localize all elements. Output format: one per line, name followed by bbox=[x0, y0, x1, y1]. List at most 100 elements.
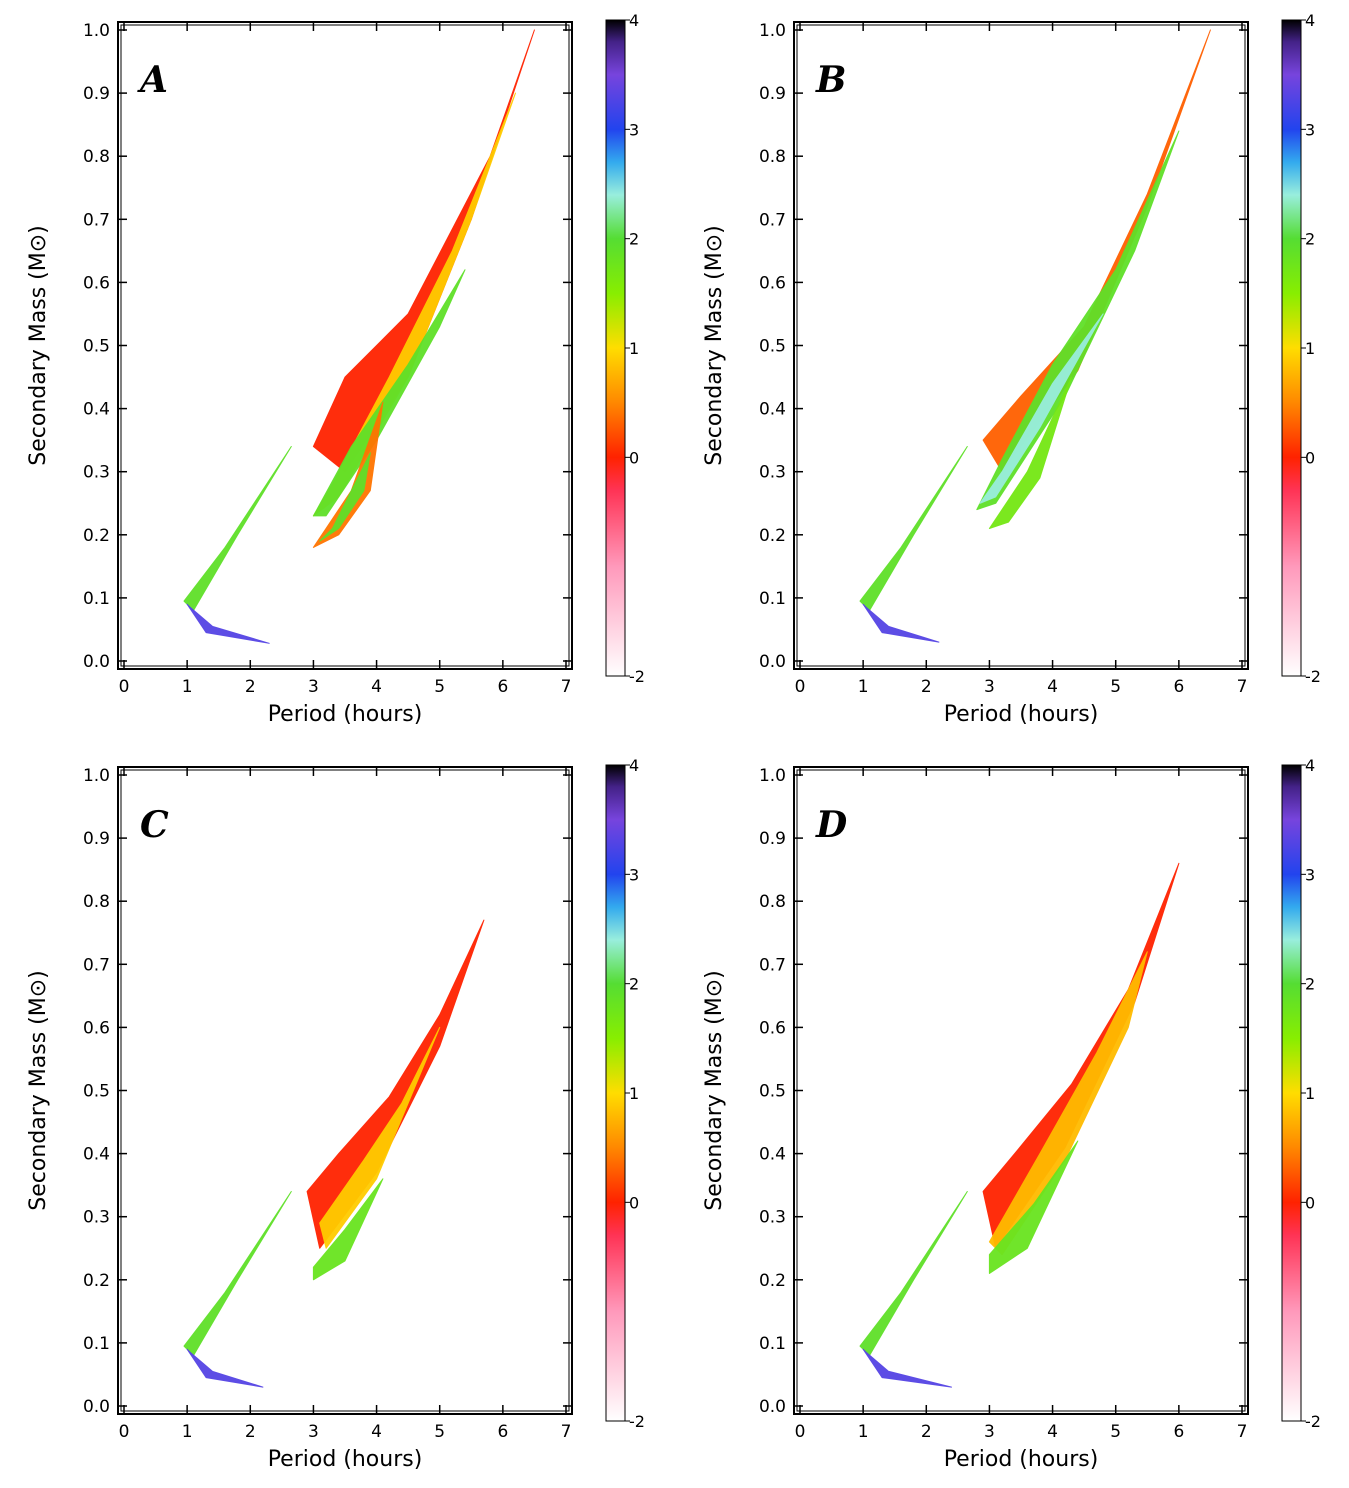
density-band-short-period-tail bbox=[186, 603, 270, 644]
y-tick-label: 0.8 bbox=[759, 892, 786, 912]
plot-frame bbox=[117, 766, 573, 1415]
y-tick-label: 0.4 bbox=[759, 400, 786, 420]
x-tick-label: 5 bbox=[1110, 677, 1121, 697]
colorbar-tick-label: 1 bbox=[629, 339, 639, 358]
x-tick-label: 3 bbox=[308, 677, 319, 697]
panel-d: 0 1 2 3 4 5 6 7 0.0 0.1 0.2 0.3 0.4 0.5 0.6 0.7 0.8 0.9 1.… bbox=[702, 756, 1321, 1472]
x-tick-label: 2 bbox=[921, 677, 932, 697]
x-tick-label: 4 bbox=[1047, 1422, 1058, 1442]
colorbar-tick-label: 0 bbox=[1305, 1193, 1315, 1212]
density-band-main-upper-envelope bbox=[306, 919, 485, 1249]
y-tick-label: 0.1 bbox=[759, 589, 786, 609]
x-tick-label: 6 bbox=[497, 677, 508, 697]
y-tick-label: 0.9 bbox=[759, 84, 786, 104]
x-tick-label: 0 bbox=[795, 1422, 806, 1442]
y-tick-label: 1.0 bbox=[759, 766, 786, 786]
y-tick-label: 0.4 bbox=[759, 1145, 786, 1165]
y-tick-label: 0.0 bbox=[759, 652, 786, 672]
x-tick-label: 7 bbox=[561, 1422, 572, 1442]
y-tick-label: 0.5 bbox=[83, 1082, 110, 1102]
panel-letter: D bbox=[815, 804, 847, 846]
x-tick-label: 3 bbox=[308, 1422, 319, 1442]
density-band-main-lower-core bbox=[319, 452, 371, 542]
y-tick-label: 0.8 bbox=[83, 147, 110, 167]
x-tick-label: 2 bbox=[921, 1422, 932, 1442]
colorbar bbox=[605, 764, 626, 1422]
y-tick-label: 0.2 bbox=[83, 1271, 110, 1291]
y-tick-label: 1.0 bbox=[83, 766, 110, 786]
x-tick-label: 7 bbox=[1237, 1422, 1248, 1442]
density-band-short-period-tail bbox=[862, 1348, 952, 1388]
colorbar bbox=[1281, 19, 1302, 677]
colorbar-tick-label: 4 bbox=[629, 11, 639, 30]
x-tick-label: 1 bbox=[182, 1422, 193, 1442]
x-tick-label: 6 bbox=[1173, 677, 1184, 697]
x-tick-label: 5 bbox=[1110, 1422, 1121, 1442]
x-tick-label: 1 bbox=[858, 677, 869, 697]
panel-b: 0 1 2 3 4 5 6 7 0.0 0.1 0.2 0.3 0.4 0.5 0.6 0.7 0.8 0.9 1.… bbox=[702, 11, 1321, 727]
y-tick-label: 0.5 bbox=[759, 1082, 786, 1102]
panel-c: 0 1 2 3 4 5 6 7 0.0 0.1 0.2 0.3 0.4 0.5 0.6 0.7 0.8 0.9 1.… bbox=[26, 756, 645, 1472]
x-tick-label: 6 bbox=[1173, 1422, 1184, 1442]
colorbar-tick-label: 4 bbox=[1305, 11, 1315, 30]
panel-letter: A bbox=[137, 59, 168, 101]
density-band-main-core bbox=[988, 1140, 1079, 1274]
y-tick-label: 0.0 bbox=[83, 652, 110, 672]
y-tick-label: 0.7 bbox=[759, 955, 786, 975]
colorbar-tick-label: 0 bbox=[629, 448, 639, 467]
density-band-main-lower-arm bbox=[312, 401, 384, 548]
x-axis-label: Period (hours) bbox=[268, 702, 423, 727]
y-axis-label: Secondary Mass (M⊙) bbox=[26, 225, 51, 465]
colorbar-tick-label: 3 bbox=[1305, 865, 1315, 884]
y-tick-label: 0.5 bbox=[759, 337, 786, 357]
colorbar-tick-label: 2 bbox=[629, 230, 639, 249]
y-tick-label: 0.0 bbox=[83, 1397, 110, 1417]
density-band-main-inner-band bbox=[319, 1026, 441, 1249]
x-tick-label: 7 bbox=[1237, 677, 1248, 697]
y-tick-label: 0.8 bbox=[83, 892, 110, 912]
density-band-short-period-tail bbox=[186, 1348, 264, 1388]
x-tick-label: 3 bbox=[984, 677, 995, 697]
colorbar-tick-label: 2 bbox=[1305, 230, 1315, 249]
x-tick-label: 2 bbox=[245, 677, 256, 697]
y-tick-label: 0.6 bbox=[83, 1018, 110, 1038]
y-tick-label: 0.9 bbox=[83, 84, 110, 104]
y-tick-label: 0.4 bbox=[83, 400, 110, 420]
colorbar-tick-label: 0 bbox=[1305, 448, 1315, 467]
colorbar-tick-label: -2 bbox=[1305, 667, 1321, 686]
panel-letter: B bbox=[815, 59, 846, 101]
y-tick-label: 0.6 bbox=[83, 273, 110, 293]
y-tick-label: 0.2 bbox=[759, 526, 786, 546]
y-tick-label: 0.2 bbox=[759, 1271, 786, 1291]
x-axis-label: Period (hours) bbox=[944, 702, 1099, 727]
x-tick-label: 7 bbox=[561, 677, 572, 697]
y-tick-label: 0.0 bbox=[759, 1397, 786, 1417]
colorbar-tick-label: 2 bbox=[1305, 975, 1315, 994]
y-tick-label: 0.7 bbox=[83, 210, 110, 230]
x-tick-label: 0 bbox=[795, 677, 806, 697]
density-band-main-lower-arm bbox=[988, 376, 1072, 529]
y-tick-label: 0.5 bbox=[83, 337, 110, 357]
colorbar-tick-label: -2 bbox=[629, 667, 645, 686]
y-tick-label: 0.6 bbox=[759, 1018, 786, 1038]
density-band-main-core bbox=[312, 1178, 384, 1281]
y-tick-label: 0.3 bbox=[759, 463, 786, 483]
plot-frame bbox=[117, 21, 573, 670]
y-tick-label: 0.1 bbox=[83, 589, 110, 609]
y-tick-label: 0.3 bbox=[759, 1208, 786, 1228]
y-tick-label: 0.8 bbox=[759, 147, 786, 167]
density-band-short-period-tail bbox=[862, 603, 940, 643]
panel-letter: C bbox=[140, 804, 169, 846]
plot-frame bbox=[793, 766, 1249, 1415]
colorbar-tick-label: 3 bbox=[629, 865, 639, 884]
density-band-main-core bbox=[979, 313, 1104, 504]
x-tick-label: 5 bbox=[434, 677, 445, 697]
y-tick-label: 0.9 bbox=[83, 829, 110, 849]
y-axis-label: Secondary Mass (M⊙) bbox=[702, 970, 727, 1210]
plot-frame bbox=[793, 21, 1249, 670]
panel-a: 0 1 2 3 4 5 6 7 0.0 0.1 0.2 0.3 0.4 0.5 0.6 0.7 0.8 0.9 1.… bbox=[26, 11, 645, 727]
colorbar-tick-label: 0 bbox=[629, 1193, 639, 1212]
colorbar-tick-label: 1 bbox=[629, 1084, 639, 1103]
x-tick-label: 0 bbox=[119, 677, 130, 697]
